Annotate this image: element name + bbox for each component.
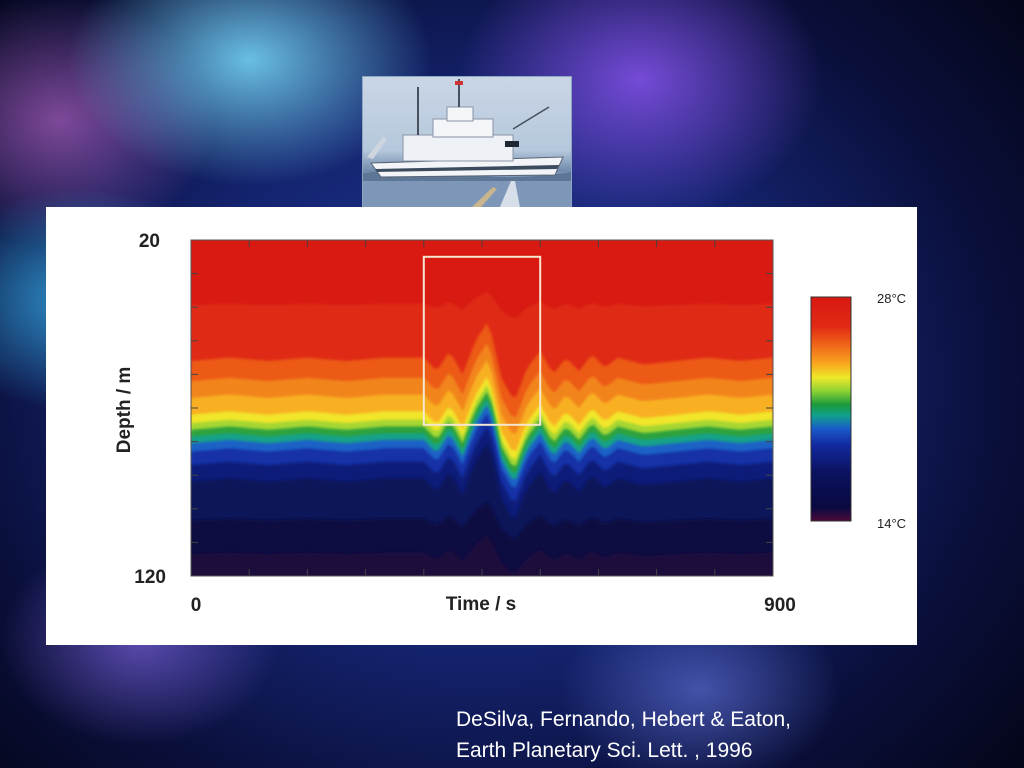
colorbar-max-label: 28°C bbox=[877, 291, 906, 306]
research-ship-photo bbox=[362, 76, 572, 224]
citation-line-1: DeSilva, Fernando, Hebert & Eaton, bbox=[456, 708, 792, 731]
axis-ticks bbox=[191, 240, 773, 576]
colorbar-min-label: 14°C bbox=[877, 516, 906, 531]
y-tick-label-top: 20 bbox=[139, 231, 160, 252]
heatmap-plot-area bbox=[191, 240, 773, 576]
ship-illustration bbox=[363, 79, 571, 223]
colorbar bbox=[810, 296, 852, 522]
x-tick-label-start: 0 bbox=[191, 595, 202, 616]
temperature-band-14 bbox=[191, 535, 773, 576]
citation-line-2: Earth Planetary Sci. Lett. , 1996 bbox=[456, 739, 753, 762]
y-axis-title: Depth / m bbox=[114, 367, 135, 454]
y-tick-label-bottom: 120 bbox=[134, 567, 166, 588]
highlight-box bbox=[422, 255, 542, 426]
temperature-depth-chart: 20 120 0 900 Time / s Depth / m 28°C 14°… bbox=[114, 231, 906, 616]
x-tick-label-end: 900 bbox=[764, 595, 796, 616]
citation: DeSilva, Fernando, Hebert & Eaton, Earth… bbox=[456, 704, 976, 766]
chart-panel: 20 120 0 900 Time / s Depth / m 28°C 14°… bbox=[46, 207, 917, 645]
x-axis-title: Time / s bbox=[446, 594, 516, 615]
